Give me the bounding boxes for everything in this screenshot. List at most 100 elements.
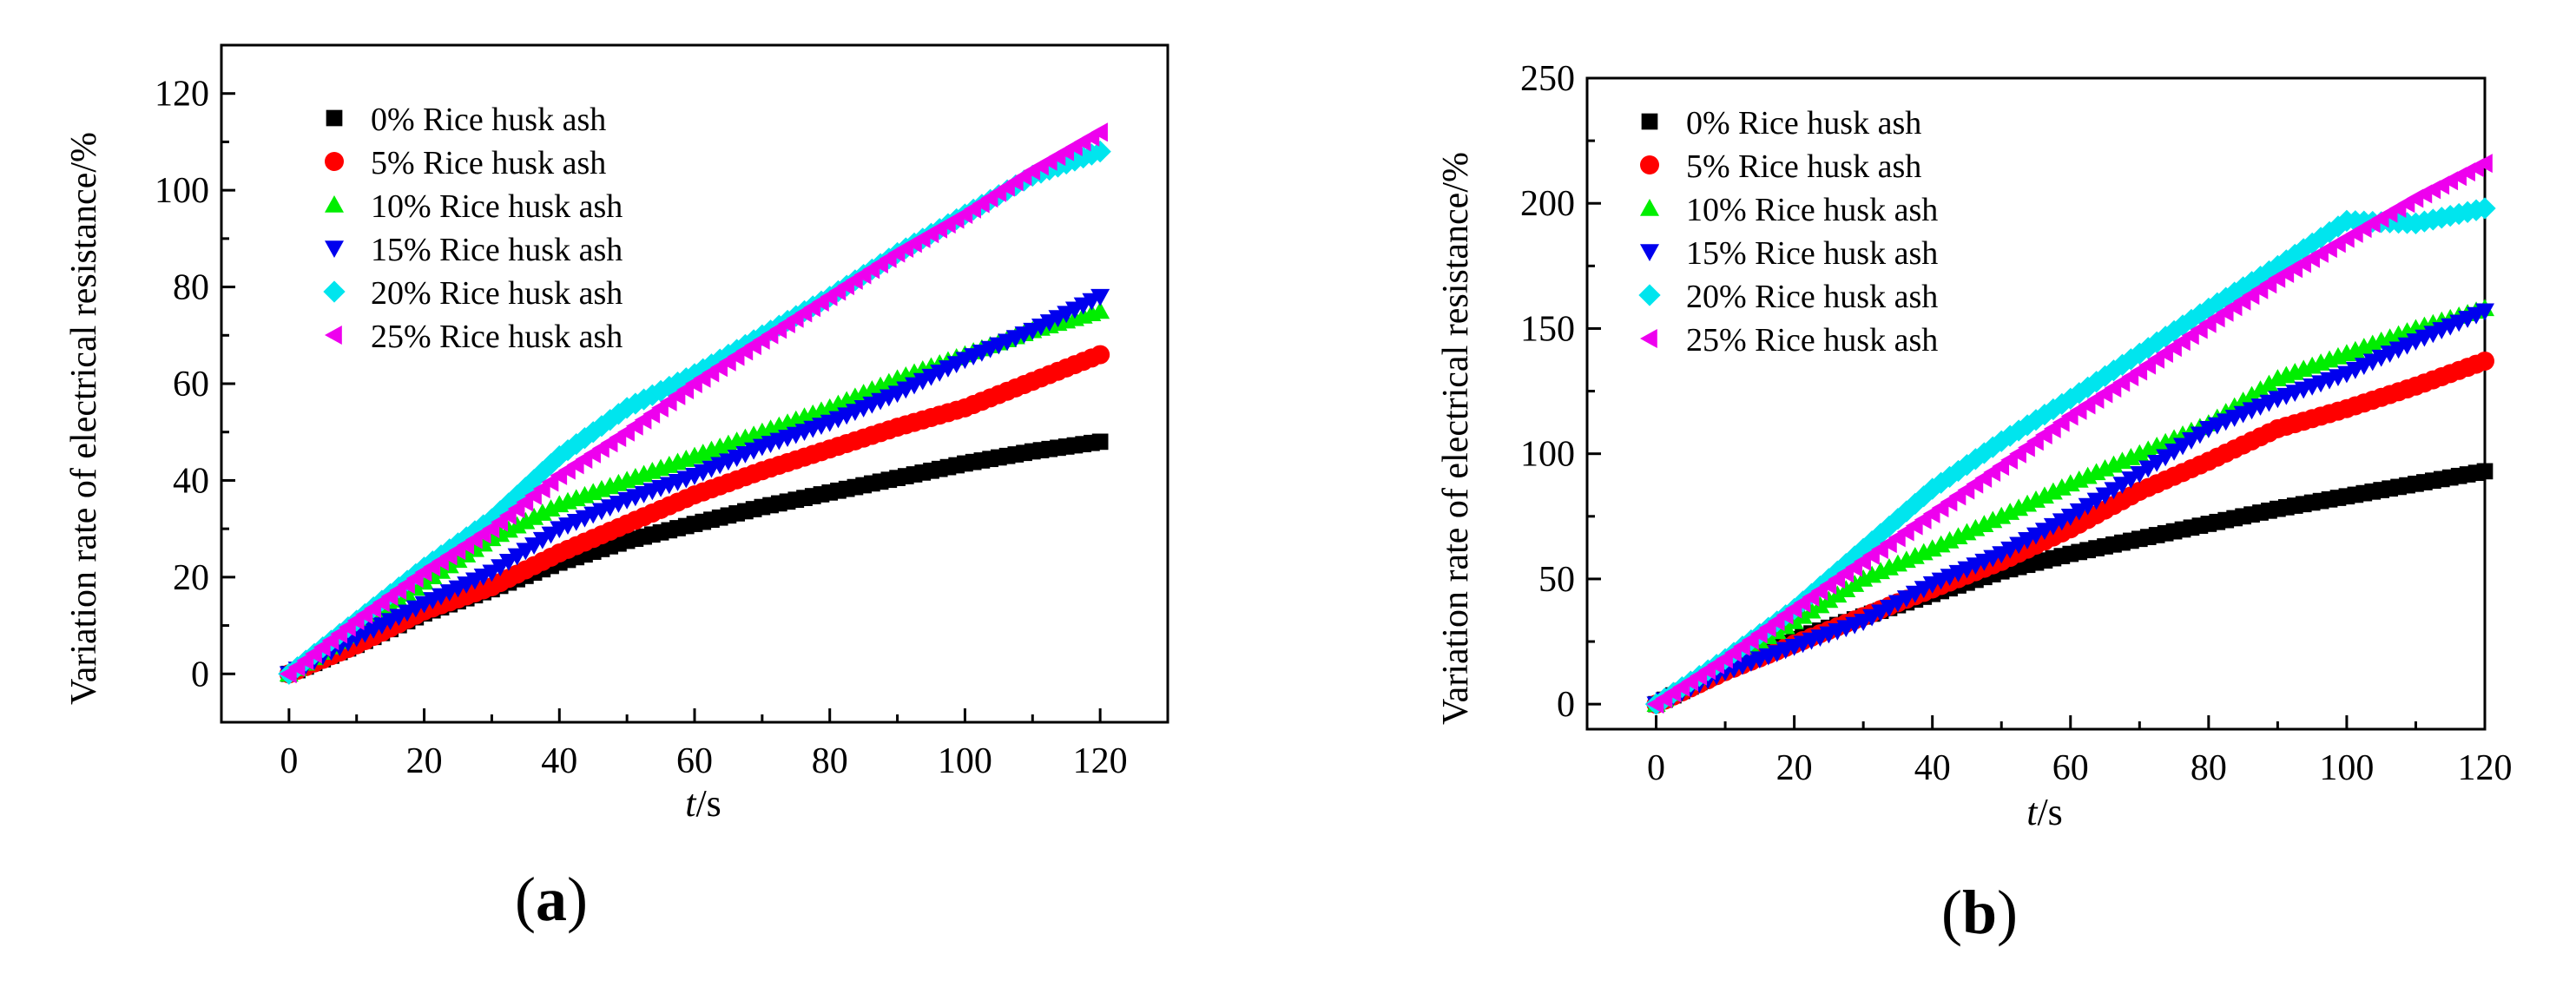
legend-marker: [325, 152, 344, 171]
data-point: [2093, 365, 2117, 387]
data-point: [2171, 314, 2194, 337]
data-point: [2275, 249, 2297, 272]
legend-label: 0% Rice husk ash: [1686, 105, 1921, 141]
x-axis-label-variable: t: [685, 782, 697, 825]
series-layer: [1644, 154, 2496, 715]
data-point: [1852, 537, 1874, 560]
data-point: [2240, 271, 2263, 293]
data-point: [464, 539, 484, 557]
data-point: [448, 550, 468, 569]
data-point: [1990, 430, 2013, 452]
x-axis-label-variable: t: [2026, 791, 2039, 833]
x-tick-label: 20: [1776, 748, 1813, 788]
chart-panel-b: 0 20 40 60 80 100 120 0 50 100 150 200 250 Variation …: [1436, 59, 2513, 947]
data-point: [2016, 414, 2039, 437]
data-point: [2309, 227, 2332, 249]
data-point: [2180, 308, 2203, 332]
data-point: [2476, 463, 2494, 480]
data-point: [2077, 376, 2099, 398]
x-axis-label: t/s: [2026, 791, 2063, 833]
y-tick-label: 100: [1520, 435, 1575, 475]
data-point: [1090, 122, 1108, 142]
data-point: [1089, 140, 1111, 163]
panel-label-open: (: [515, 865, 536, 934]
x-axis-label-unit: /s: [2037, 791, 2062, 833]
data-point: [432, 561, 451, 579]
data-point: [1843, 545, 1866, 568]
y-tick-label: 40: [173, 461, 209, 501]
data-point: [2154, 326, 2177, 348]
panel-label: (b): [1941, 878, 2018, 947]
data-point: [2249, 265, 2272, 288]
legend-marker: [326, 109, 343, 127]
series-3: [279, 288, 1110, 684]
legend-marker: [325, 195, 344, 213]
data-point: [1802, 601, 1822, 619]
x-tick-label: 40: [1914, 748, 1951, 788]
x-tick-label: 0: [1647, 748, 1665, 788]
data-point: [1091, 433, 1109, 451]
x-tick-label: 100: [2319, 748, 2374, 788]
y-tick-label: 120: [155, 75, 209, 115]
data-point: [2475, 303, 2494, 321]
data-point: [1793, 606, 1813, 624]
x-tick-label: 60: [2052, 748, 2089, 788]
data-point: [2266, 254, 2289, 277]
series-0: [1648, 463, 2494, 713]
data-point: [1080, 143, 1104, 166]
legend: 0% Rice husk ash 5% Rice husk ash 10% Rice…: [1638, 105, 1938, 359]
data-point: [423, 567, 443, 584]
data-point: [1964, 448, 1987, 470]
legend-marker: [325, 326, 342, 345]
legend-label: 20% Rice husk ash: [371, 275, 623, 312]
x-tick-label: 120: [1073, 741, 1128, 781]
legend-label: 10% Rice husk ash: [371, 188, 623, 225]
y-tick-label: 150: [1520, 309, 1575, 349]
plot-frame: [1585, 76, 2487, 731]
panel-label-close: ): [1997, 878, 2018, 947]
y-tick-label: 0: [1557, 685, 1575, 725]
legend-marker: [1640, 329, 1657, 348]
legend-marker: [1638, 284, 1661, 306]
y-axis-label: Variation rate of electrical resistance/…: [1436, 152, 1476, 725]
data-point: [2059, 387, 2082, 410]
legend-label: 15% Rice husk ash: [1686, 235, 1938, 272]
legend-marker: [1640, 199, 1659, 216]
y-tick-label: 20: [173, 558, 209, 598]
data-point: [2189, 303, 2211, 326]
legend-label: 0% Rice husk ash: [371, 102, 606, 138]
y-tick-label: 100: [155, 171, 209, 211]
legend-marker: [1640, 155, 1659, 174]
data-point: [439, 556, 459, 574]
data-point: [2292, 238, 2315, 260]
data-point: [2301, 232, 2323, 255]
data-point: [1090, 345, 1110, 365]
legend-marker: [1641, 113, 1658, 130]
y-tick-label: 250: [1520, 59, 1575, 99]
data-point: [590, 415, 613, 438]
legend-label: 25% Rice husk ash: [1686, 322, 1938, 359]
data-point: [2327, 215, 2349, 238]
data-point: [1090, 288, 1110, 306]
legend-label: 5% Rice husk ash: [371, 145, 606, 181]
data-point: [1064, 149, 1086, 172]
legend-marker: [1640, 244, 1659, 261]
series-3: [1646, 303, 2494, 714]
data-point: [2259, 374, 2279, 392]
data-point: [2475, 154, 2493, 174]
x-tick-label: 80: [2191, 748, 2227, 788]
legend-label: 20% Rice husk ash: [1686, 279, 1938, 315]
x-axis-label-unit: /s: [695, 782, 721, 825]
data-point: [2474, 197, 2496, 220]
data-point: [2102, 359, 2125, 382]
data-point: [1955, 454, 1979, 477]
x-tick-label: 80: [812, 741, 848, 781]
legend-marker: [325, 240, 344, 258]
x-tick-label: 60: [676, 741, 713, 781]
panel-label-letter: b: [1962, 878, 1997, 947]
y-tick-label: 200: [1520, 184, 1575, 224]
data-point: [2068, 382, 2091, 405]
y-tick-label: 80: [173, 268, 209, 308]
panel-label-open: (: [1941, 878, 1962, 947]
